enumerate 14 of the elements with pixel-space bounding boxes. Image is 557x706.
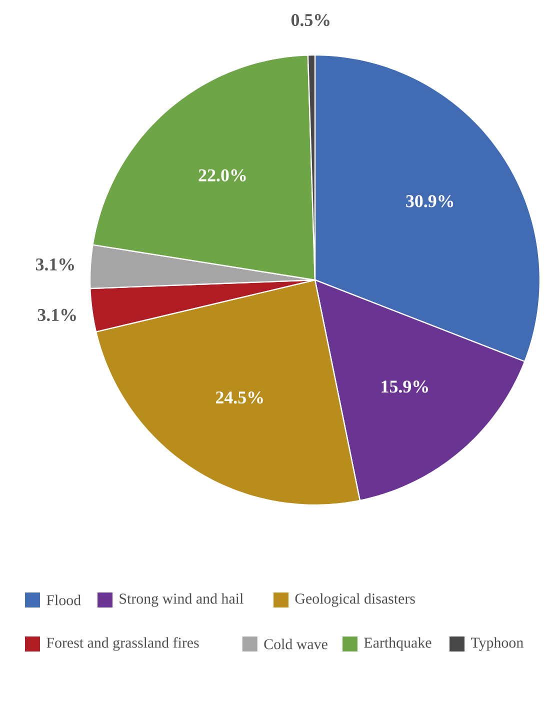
data-label: 30.9% (406, 195, 454, 208)
legend-label: Flood (46, 594, 81, 606)
legend-label: Cold wave (264, 638, 328, 650)
data-label: 22.0% (198, 169, 246, 182)
data-label: 0.5% (291, 14, 330, 26)
legend-label: Strong wind and hail (120, 593, 244, 607)
legend-label: Earthquake (364, 637, 432, 651)
data-label: 3.1% (36, 258, 74, 271)
data-label: 15.9% (382, 380, 428, 393)
data-label: 3.1% (38, 308, 76, 322)
legend-label: Forest and grassland fires (46, 637, 199, 651)
legend-label: Geological disasters (295, 593, 415, 607)
data-label: 24.5% (216, 391, 263, 404)
legend-label: Typhoon (470, 637, 524, 651)
